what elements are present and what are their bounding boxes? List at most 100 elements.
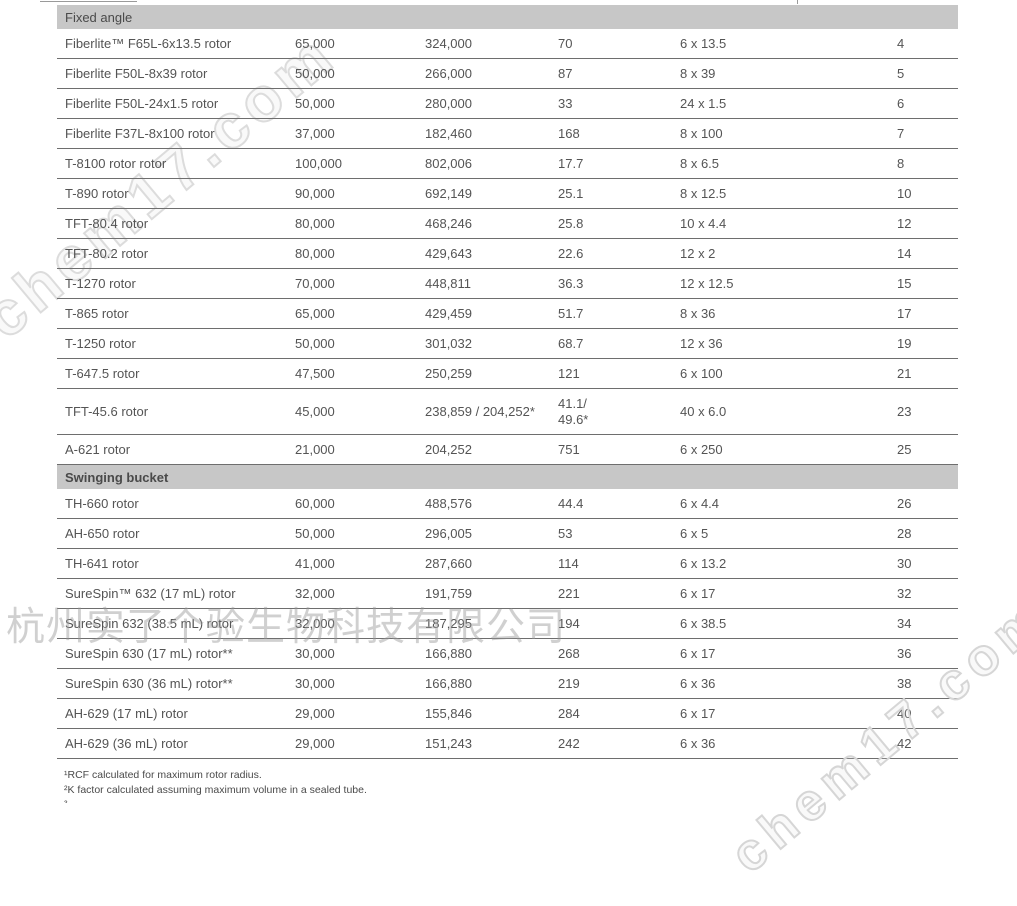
- cell-name: TFT-80.4 rotor: [65, 216, 149, 231]
- cell-rcf: 191,759: [425, 586, 472, 601]
- cell-name: Fiberlite F50L-8x39 rotor: [65, 66, 208, 81]
- cell-rcf: 296,005: [425, 526, 472, 541]
- cell-rcf: 250,259: [425, 366, 472, 381]
- table-row: T-1270 rotor 70,000 448,811 36.3 12 x 12.5 15: [57, 269, 958, 299]
- cell-name: Fiberlite F50L-24x1.5 rotor: [65, 96, 219, 111]
- cell-tubes: 6 x 4.4: [680, 496, 720, 511]
- cell-name: A-621 rotor: [65, 442, 131, 457]
- cell-tubes: 6 x 17: [680, 646, 716, 661]
- cell-tubes: 6 x 38.5: [680, 616, 727, 631]
- cell-name: T-647.5 rotor: [65, 366, 140, 381]
- cell-rcf: 151,243: [425, 736, 472, 751]
- table-row: Fiberlite™ F65L-6x13.5 rotor 65,000 324,00…: [57, 29, 958, 59]
- cell-rcf: 238,859 / 204,252*: [425, 404, 535, 419]
- cell-tubes: 6 x 17: [680, 706, 716, 721]
- cell-rcf: 287,660: [425, 556, 472, 571]
- cell-k: 53: [558, 525, 573, 541]
- cropped-column-tick: [797, 0, 798, 4]
- table-row: T-865 rotor 65,000 429,459 51.7 8 x 36 17: [57, 299, 958, 329]
- cell-speed: 80,000: [295, 246, 335, 261]
- cell-k: 33: [558, 95, 573, 111]
- cell-speed: 37,000: [295, 126, 335, 141]
- cell-rcf: 155,846: [425, 706, 472, 721]
- cell-tubes: 6 x 5: [680, 526, 709, 541]
- cell-speed: 50,000: [295, 66, 335, 81]
- cell-tubes: 8 x 12.5: [680, 186, 727, 201]
- table-row: TFT-80.2 rotor 80,000 429,643 22.6 12 x 2 14: [57, 239, 958, 269]
- cell-rcf: 166,880: [425, 646, 472, 661]
- cell-speed: 90,000: [295, 186, 335, 201]
- footnote-third-clipped: ³: [64, 798, 367, 803]
- cell-page: 17: [897, 306, 912, 321]
- table-row: T-8100 rotor rotor 100,000 802,006 17.7 8 x …: [57, 149, 958, 179]
- cell-k: 751: [558, 441, 580, 457]
- table-row: T-1250 rotor 50,000 301,032 68.7 12 x 36 19: [57, 329, 958, 359]
- table-row: SureSpin 632 (38.5 mL) rotor 32,000 187,29…: [57, 609, 958, 639]
- cell-speed: 32,000: [295, 586, 335, 601]
- cell-tubes: 24 x 1.5: [680, 96, 727, 111]
- cell-name: T-865 rotor: [65, 306, 129, 321]
- rotor-table: Fixed angle Fiberlite™ F65L-6x13.5 rotor 6…: [57, 5, 958, 759]
- cell-page: 26: [897, 496, 912, 511]
- cell-rcf: 429,643: [425, 246, 472, 261]
- cell-page: 30: [897, 556, 912, 571]
- cell-name: TH-660 rotor: [65, 496, 139, 511]
- table-row: Fiberlite F50L-24x1.5 rotor 50,000 280,000…: [57, 89, 958, 119]
- cell-tubes: 6 x 13.2: [680, 556, 727, 571]
- cell-rcf: 301,032: [425, 336, 472, 351]
- cell-k: 25.1: [558, 185, 584, 201]
- cell-tubes: 6 x 13.5: [680, 36, 727, 51]
- cell-page: 25: [897, 442, 912, 457]
- cell-speed: 30,000: [295, 646, 335, 661]
- cell-speed: 29,000: [295, 706, 335, 721]
- cell-speed: 65,000: [295, 306, 335, 321]
- cell-name: AH-629 (17 mL) rotor: [65, 706, 188, 721]
- table-row: SureSpin 630 (36 mL) rotor** 30,000 166,88…: [57, 669, 958, 699]
- cell-speed: 21,000: [295, 442, 335, 457]
- cell-name: TH-641 rotor: [65, 556, 139, 571]
- cell-page: 42: [897, 736, 912, 751]
- cell-name: TFT-45.6 rotor: [65, 404, 149, 419]
- table-row: AH-650 rotor 50,000 296,005 53 6 x 5 28: [57, 519, 958, 549]
- cell-speed: 45,000: [295, 404, 335, 419]
- cell-tubes: 12 x 36: [680, 336, 723, 351]
- cell-name: T-1270 rotor: [65, 276, 136, 291]
- cell-rcf: 166,880: [425, 676, 472, 691]
- cell-k: 25.8: [558, 215, 584, 231]
- table-row: AH-629 (17 mL) rotor 29,000 155,846 284 6 x …: [57, 699, 958, 729]
- cell-name: SureSpin™ 632 (17 mL) rotor: [65, 586, 236, 601]
- cell-name: TFT-80.2 rotor: [65, 246, 149, 261]
- cell-page: 23: [897, 404, 912, 419]
- table-row: T-647.5 rotor 47,500 250,259 121 6 x 100 21: [57, 359, 958, 389]
- footnote-rcf: ¹RCF calculated for maximum rotor radius…: [64, 769, 262, 781]
- cell-page: 10: [897, 186, 912, 201]
- cell-speed: 47,500: [295, 366, 335, 381]
- cell-tubes: 8 x 39: [680, 66, 716, 81]
- cell-name: SureSpin 630 (17 mL) rotor**: [65, 646, 233, 661]
- cell-page: 21: [897, 366, 912, 381]
- table-row: AH-629 (36 mL) rotor 29,000 151,243 242 6 x …: [57, 729, 958, 759]
- cell-speed: 29,000: [295, 736, 335, 751]
- table-row: SureSpin™ 632 (17 mL) rotor 32,000 191,759…: [57, 579, 958, 609]
- table-row: T-890 rotor 90,000 692,149 25.1 8 x 12.5 10: [57, 179, 958, 209]
- cell-page: 38: [897, 676, 912, 691]
- cell-tubes: 6 x 36: [680, 676, 716, 691]
- cell-k: 87: [558, 65, 573, 81]
- cell-k: 51.7: [558, 305, 584, 321]
- cell-name: Fiberlite F37L-8x100 rotor: [65, 126, 215, 141]
- table-row: A-621 rotor 21,000 204,252 751 6 x 250 25: [57, 435, 958, 465]
- cell-page: 15: [897, 276, 912, 291]
- table-row: TFT-45.6 rotor 45,000 238,859 / 204,252* 41…: [57, 389, 958, 435]
- cell-speed: 41,000: [295, 556, 335, 571]
- cell-rcf: 429,459: [425, 306, 472, 321]
- cell-rcf: 204,252: [425, 442, 472, 457]
- cell-tubes: 6 x 17: [680, 586, 716, 601]
- cell-tubes: 40 x 6.0: [680, 404, 727, 419]
- cell-tubes: 12 x 2: [680, 246, 716, 261]
- cell-tubes: 8 x 100: [680, 126, 723, 141]
- cell-tubes: 6 x 250: [680, 442, 723, 457]
- cell-speed: 65,000: [295, 36, 335, 51]
- table-row: SureSpin 630 (17 mL) rotor** 30,000 166,88…: [57, 639, 958, 669]
- cell-name: AH-629 (36 mL) rotor: [65, 736, 188, 751]
- cell-name: SureSpin 630 (36 mL) rotor**: [65, 676, 233, 691]
